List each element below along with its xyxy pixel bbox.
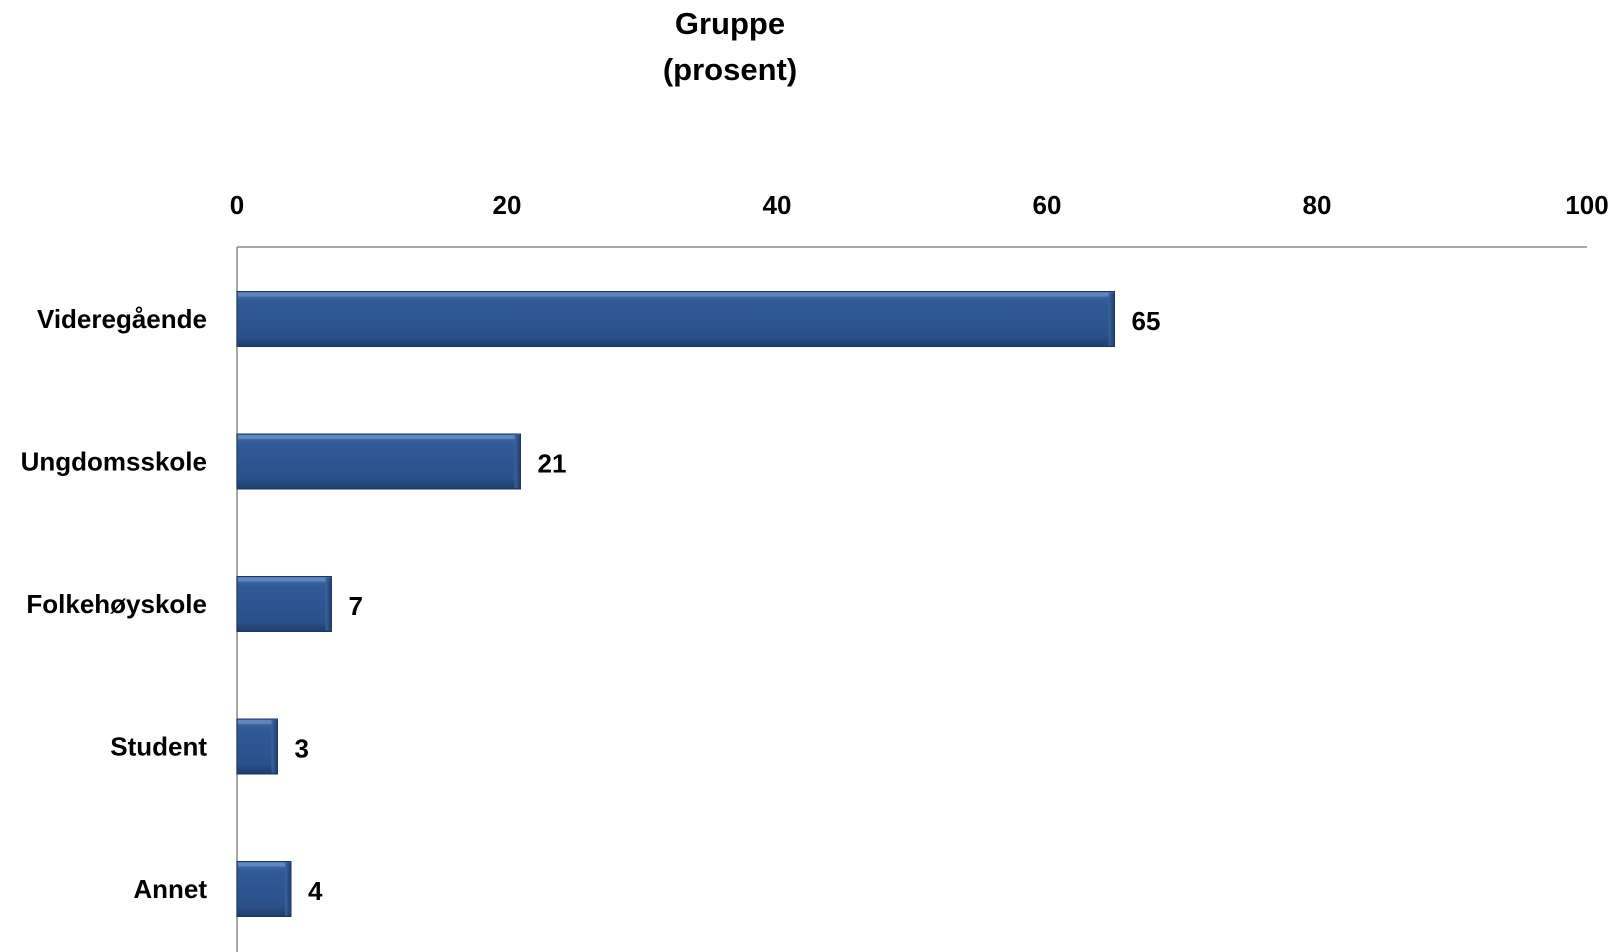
bar-highlight xyxy=(238,720,277,724)
bar-end-cap xyxy=(1108,292,1115,346)
bar-highlight xyxy=(238,292,1114,297)
bar-end-cap xyxy=(514,435,521,488)
bar-body xyxy=(236,718,278,775)
data-label: 65 xyxy=(1132,306,1161,336)
bar xyxy=(236,861,292,917)
bar-body xyxy=(236,861,292,917)
x-tick-label: 20 xyxy=(493,190,522,220)
category-label: Folkehøyskole xyxy=(26,589,207,619)
bar-body xyxy=(236,433,521,490)
x-tick-label: 0 xyxy=(230,190,244,220)
data-labels: 65 21 7 3 4 xyxy=(295,306,1161,906)
bar xyxy=(236,576,332,632)
chart-axes xyxy=(236,246,1587,952)
data-label: 4 xyxy=(308,876,323,906)
bar-highlight xyxy=(238,435,520,439)
category-label: Annet xyxy=(133,874,207,904)
category-label: Ungdomsskole xyxy=(21,447,207,477)
x-tick-label: 60 xyxy=(1033,190,1062,220)
bar-body xyxy=(236,576,332,632)
data-label: 3 xyxy=(295,734,309,764)
data-label: 7 xyxy=(349,591,363,621)
bar-body xyxy=(236,291,1115,347)
category-labels: Videregående Ungdomsskole Folkehøyskole Stu… xyxy=(21,304,208,904)
bar xyxy=(236,291,1115,347)
bar xyxy=(236,718,278,775)
bar-series xyxy=(236,291,1115,917)
bar xyxy=(236,433,521,490)
x-tick-label: 40 xyxy=(763,190,792,220)
chart-title: Gruppe (prosent) xyxy=(663,6,797,87)
data-label: 21 xyxy=(538,449,567,479)
x-tick-label: 100 xyxy=(1565,190,1608,220)
bar-highlight xyxy=(238,862,290,867)
category-label: Videregående xyxy=(37,304,207,334)
bar-end-cap xyxy=(271,720,278,773)
chart-title-line-1: Gruppe xyxy=(675,6,785,41)
category-label: Student xyxy=(110,732,207,762)
bar-highlight xyxy=(238,577,331,582)
chart-title-line-2: (prosent) xyxy=(663,52,797,87)
x-tick-label: 80 xyxy=(1303,190,1332,220)
bar-end-cap xyxy=(285,862,291,916)
bar-end-cap xyxy=(325,577,332,631)
value-axis-ticks: 0 20 40 60 80 100 xyxy=(230,190,1609,220)
